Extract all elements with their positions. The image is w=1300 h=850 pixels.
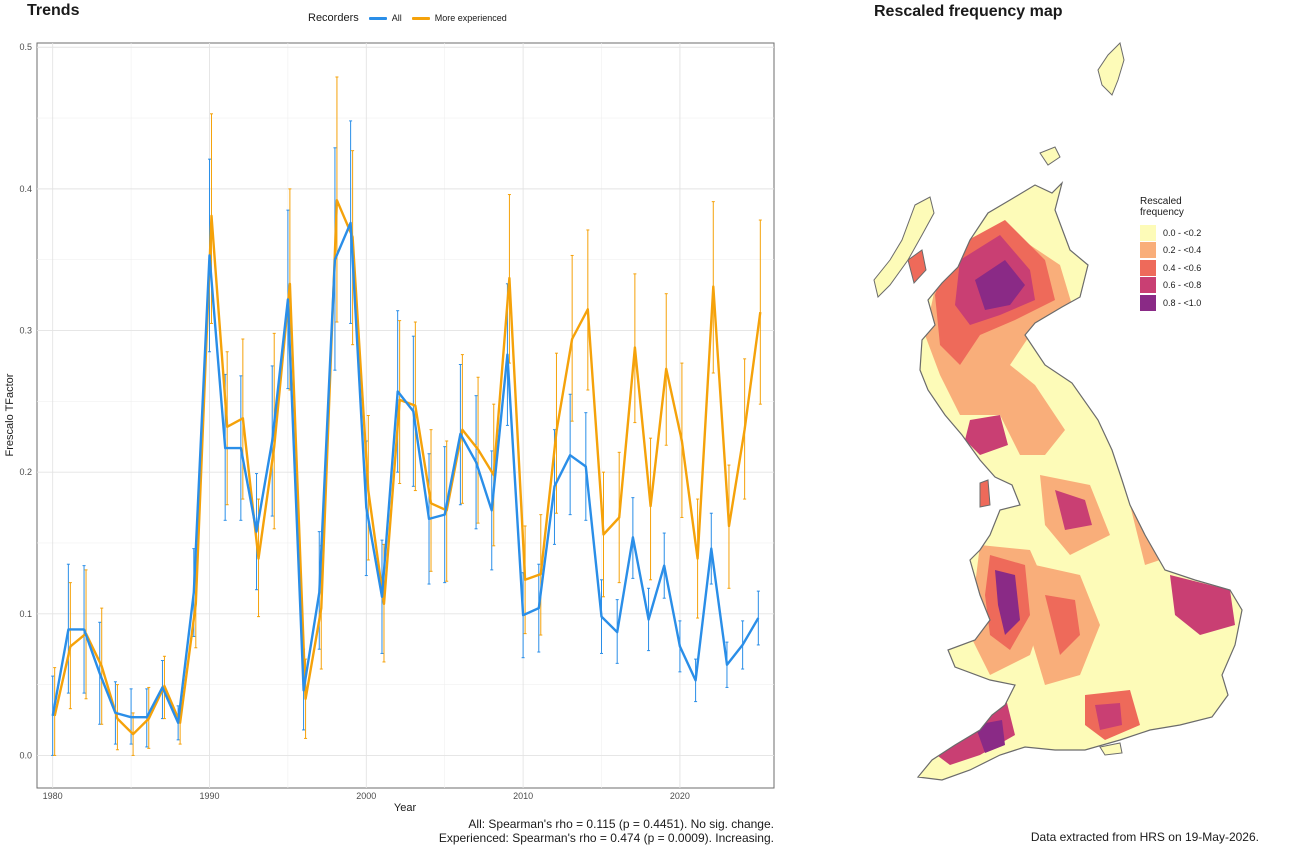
y-tick-label: 0.0 bbox=[19, 750, 32, 760]
y-axis-ticks: 0.0 0.1 0.2 0.3 0.4 0.5 bbox=[19, 42, 32, 760]
legend-swatch-all bbox=[368, 16, 387, 20]
shetland-islands bbox=[1097, 42, 1125, 96]
northern-ireland-fragment bbox=[979, 479, 991, 508]
y-tick-label: 0.2 bbox=[19, 467, 32, 477]
x-tick-label: 1990 bbox=[199, 791, 219, 801]
map-legend-label: 0.6 - <0.8 bbox=[1163, 280, 1202, 291]
outer-hebrides bbox=[873, 196, 935, 298]
isle-of-wight bbox=[1099, 742, 1123, 756]
coastline bbox=[916, 181, 1243, 781]
map-legend-swatch bbox=[1140, 294, 1156, 311]
legend-swatch-experienced bbox=[411, 16, 430, 20]
map-legend-title: Rescaled frequency bbox=[1140, 196, 1201, 218]
legend-label-all: All bbox=[391, 13, 402, 23]
series-group bbox=[51, 76, 762, 756]
map-legend-label: 0.0 - <0.2 bbox=[1163, 227, 1202, 238]
map-legend-class: 0.6 - <0.8 bbox=[1140, 277, 1201, 295]
series-legend: Recorders All More experienced bbox=[308, 12, 507, 24]
map-title: Rescaled frequency map bbox=[874, 3, 1063, 20]
x-tick-label: 2000 bbox=[356, 791, 376, 801]
y-tick-label: 0.3 bbox=[19, 326, 32, 336]
footnote-experienced: Experienced: Spearman's rho = 0.474 (p =… bbox=[438, 831, 774, 845]
frequency-map bbox=[873, 42, 1243, 781]
legend-item-experienced: More experienced bbox=[411, 13, 507, 23]
x-axis-ticks: 1980 1990 2000 2010 2020 bbox=[43, 791, 690, 801]
x-axis-title: Year bbox=[394, 802, 417, 814]
series-line-all bbox=[51, 221, 760, 724]
map-legend-title-line2: frequency bbox=[1140, 207, 1184, 218]
x-tick-label: 2020 bbox=[670, 791, 690, 801]
x-tick-label: 2010 bbox=[513, 791, 533, 801]
plot-panel bbox=[36, 42, 775, 789]
map-legend-swatch bbox=[1140, 259, 1156, 276]
map-legend-class: 0.8 - <1.0 bbox=[1140, 294, 1201, 312]
x-tick-label: 1980 bbox=[43, 791, 63, 801]
map-legend-label: 0.2 - <0.4 bbox=[1163, 245, 1202, 256]
y-axis-title: Frescalo TFactor bbox=[4, 373, 16, 456]
map-legend-label: 0.4 - <0.6 bbox=[1163, 262, 1202, 273]
trend-chart: 0.00.10.20.30.40.5 1980 1990 2000 2010 2020 … bbox=[4, 42, 775, 814]
map-legend-swatch bbox=[1140, 277, 1156, 294]
footnote-data-source: Data extracted from HRS on 19-May-2026. bbox=[1030, 830, 1259, 844]
trends-title: Trends bbox=[27, 2, 80, 19]
map-legend-swatch bbox=[1140, 242, 1156, 259]
legend-item-all: All bbox=[368, 13, 402, 23]
y-tick-label: 0.1 bbox=[19, 609, 32, 619]
map-legend-swatch bbox=[1140, 224, 1156, 241]
map-legend: Rescaled frequency 0.0 - <0.2 0.2 - <0.4… bbox=[1140, 196, 1201, 312]
footnote-all: All: Spearman's rho = 0.115 (p = 0.4451)… bbox=[468, 817, 774, 831]
map-legend-title-line1: Rescaled bbox=[1140, 196, 1182, 207]
map-legend-class: 0.2 - <0.4 bbox=[1140, 242, 1201, 260]
map-legend-label: 0.8 - <1.0 bbox=[1163, 297, 1202, 308]
legend-title: Recorders bbox=[308, 12, 359, 24]
y-tick-label: 0.5 bbox=[19, 42, 32, 52]
orkney-islands bbox=[1039, 146, 1061, 166]
legend-label-experienced: More experienced bbox=[434, 13, 507, 23]
map-legend-class: 0.0 - <0.2 bbox=[1140, 224, 1201, 242]
y-tick-label: 0.4 bbox=[19, 184, 32, 194]
map-legend-class: 0.4 - <0.6 bbox=[1140, 259, 1201, 277]
